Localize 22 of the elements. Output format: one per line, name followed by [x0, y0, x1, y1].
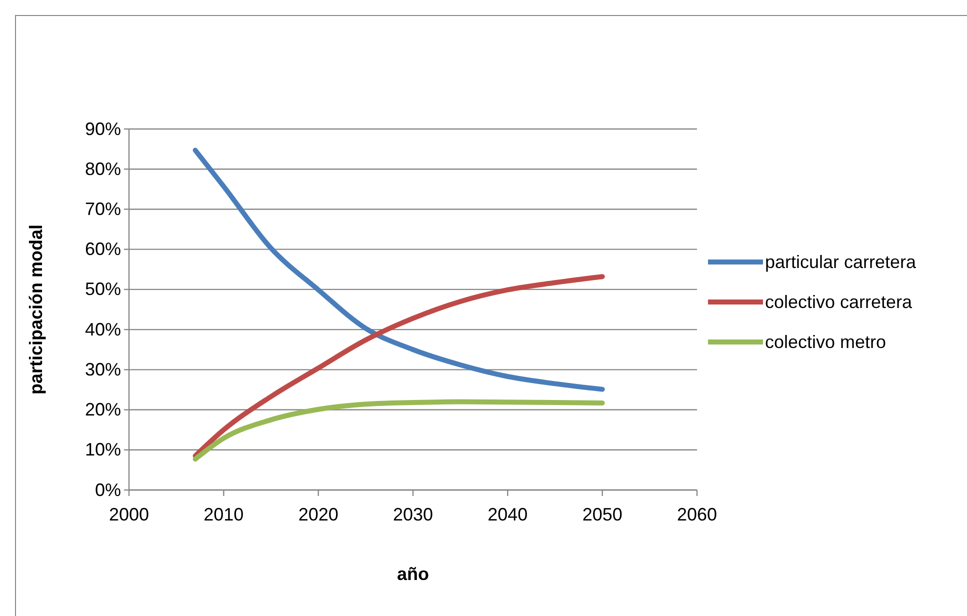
x-tick-label: 2050: [582, 504, 622, 525]
x-tick-label: 2020: [298, 504, 338, 525]
y-tick-label: 70%: [84, 198, 121, 219]
y-tick-label: 80%: [84, 158, 121, 179]
x-tick-label: 2030: [392, 504, 434, 525]
x-tick-label: 2040: [488, 504, 528, 525]
y-axis-title: participación modal: [26, 224, 46, 395]
y-tick-label: 10%: [84, 440, 121, 460]
x-axis-title: año: [396, 564, 430, 584]
y-tick-label: 0%: [94, 480, 121, 500]
x-tick-label: 2000: [108, 504, 150, 525]
y-tick-label: 60%: [84, 239, 121, 260]
x-tick-label: 2060: [676, 504, 718, 525]
legend-label: colectivo carretera: [765, 292, 914, 312]
x-tick-label: 2010: [204, 504, 244, 525]
y-tick-label: 30%: [84, 359, 121, 380]
y-tick-label: 50%: [84, 279, 121, 300]
y-tick-label: 20%: [84, 400, 121, 420]
legend-label: colectivo metro: [765, 332, 886, 352]
y-tick-label: 40%: [84, 319, 121, 340]
legend-label: particular carretera: [765, 252, 918, 272]
y-tick-label: 90%: [84, 118, 121, 139]
